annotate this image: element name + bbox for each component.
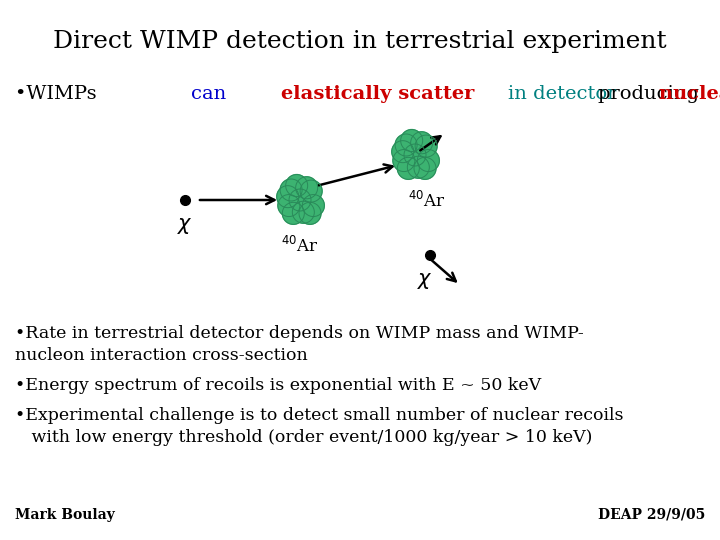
Text: nucleon interaction cross-section: nucleon interaction cross-section xyxy=(15,347,307,364)
Text: •WIMPs: •WIMPs xyxy=(15,85,103,103)
Circle shape xyxy=(289,189,311,211)
Text: $^{40}$Ar: $^{40}$Ar xyxy=(408,191,446,211)
Text: •Energy spectrum of recoils is exponential with E ~ 50 keV: •Energy spectrum of recoils is exponenti… xyxy=(15,377,541,394)
Circle shape xyxy=(302,194,324,217)
Circle shape xyxy=(408,156,429,178)
Circle shape xyxy=(415,135,437,157)
Text: DEAP 29/9/05: DEAP 29/9/05 xyxy=(598,508,705,522)
Text: elastically scatter: elastically scatter xyxy=(281,85,481,103)
Text: can: can xyxy=(192,85,233,103)
Circle shape xyxy=(292,201,315,223)
Text: •Rate in terrestrial detector depends on WIMP mass and WIMP-: •Rate in terrestrial detector depends on… xyxy=(15,325,584,342)
Text: Direct WIMP detection in terrestrial experiment: Direct WIMP detection in terrestrial exp… xyxy=(53,30,667,53)
Circle shape xyxy=(286,174,307,197)
Circle shape xyxy=(300,180,322,202)
Text: •Experimental challenge is to detect small number of nuclear recoils: •Experimental challenge is to detect sma… xyxy=(15,407,624,424)
Text: $\chi$: $\chi$ xyxy=(177,216,193,236)
Circle shape xyxy=(410,132,433,154)
Text: producing: producing xyxy=(598,85,705,103)
Circle shape xyxy=(278,194,300,217)
Text: $\chi$: $\chi$ xyxy=(417,271,433,291)
Text: nuclear recoils: nuclear recoils xyxy=(659,85,720,103)
Circle shape xyxy=(276,186,299,208)
Circle shape xyxy=(282,202,305,224)
Text: with low energy threshold (order event/1000 kg/year > 10 keV): with low energy threshold (order event/1… xyxy=(15,429,593,446)
Circle shape xyxy=(418,150,439,172)
Circle shape xyxy=(404,144,426,166)
Text: $^{40}$Ar: $^{40}$Ar xyxy=(282,236,319,256)
Circle shape xyxy=(397,157,419,179)
Text: in detector: in detector xyxy=(508,85,623,103)
Circle shape xyxy=(393,150,415,172)
Circle shape xyxy=(392,140,414,163)
Circle shape xyxy=(280,179,302,201)
Circle shape xyxy=(395,134,417,156)
Circle shape xyxy=(296,177,318,199)
Circle shape xyxy=(299,202,321,224)
Circle shape xyxy=(400,130,423,152)
Circle shape xyxy=(414,157,436,179)
Text: Mark Boulay: Mark Boulay xyxy=(15,508,115,522)
